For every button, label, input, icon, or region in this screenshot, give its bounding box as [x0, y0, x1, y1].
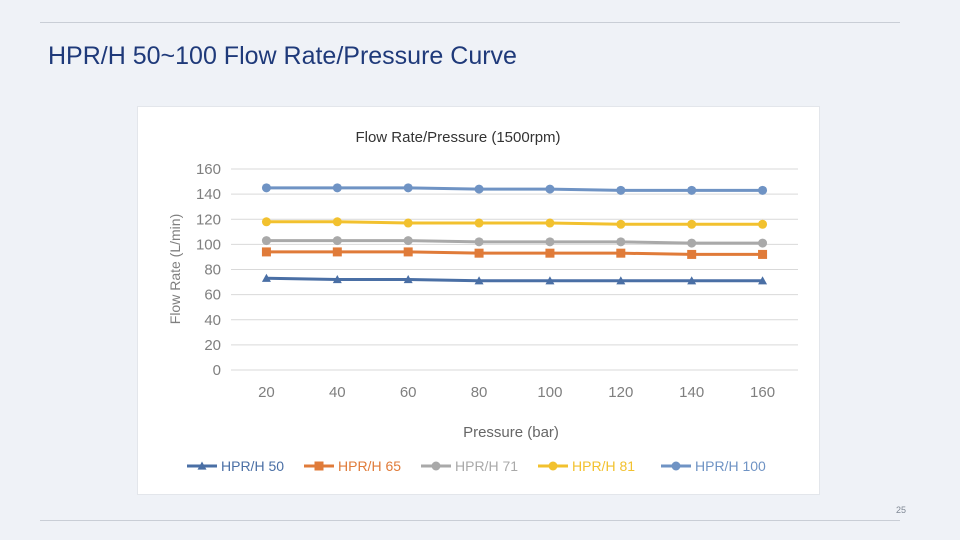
y-tick-label: 0 [213, 362, 221, 379]
data-point [403, 275, 413, 284]
x-tick-label: 60 [400, 384, 417, 401]
y-tick-label: 20 [204, 337, 221, 354]
y-tick-label: 140 [196, 186, 221, 203]
data-point [332, 275, 342, 284]
y-axis-ticks: 0 20 40 60 80 100 120 140 160 [196, 161, 221, 379]
chart-title: Flow Rate/Pressure (1500rpm) [355, 129, 560, 146]
data-point [616, 219, 626, 229]
legend-label: HPR/H 71 [455, 458, 518, 474]
y-tick-label: 40 [204, 312, 221, 329]
x-tick-label: 20 [258, 384, 275, 401]
data-point [687, 276, 697, 285]
legend-label: HPR/H 65 [338, 458, 401, 474]
legend-swatch-marker [431, 461, 441, 471]
data-point [687, 185, 697, 195]
data-point [403, 236, 413, 246]
legend-label: HPR/H 100 [695, 458, 766, 474]
x-tick-label: 100 [537, 384, 562, 401]
y-tick-label: 100 [196, 236, 221, 253]
data-point [545, 184, 555, 194]
legend-swatch-marker [314, 461, 324, 471]
data-point [545, 248, 555, 258]
data-point [687, 238, 697, 248]
y-tick-label: 60 [204, 287, 221, 304]
x-tick-label: 120 [608, 384, 633, 401]
series-line [266, 250, 763, 256]
y-tick-label: 120 [196, 211, 221, 228]
gridlines [231, 168, 798, 371]
x-axis-ticks: 20 40 60 80 100 120 140 160 [258, 384, 775, 401]
x-tick-label: 160 [750, 384, 775, 401]
bottom-divider [40, 520, 900, 521]
chart-legend: HPR/H 50 HPR/H 65 HPR/H 71 HPR/H 81 HPR/H 10… [187, 458, 766, 474]
slide-title: HPR/H 50~100 Flow Rate/Pressure Curve [48, 42, 517, 70]
data-point [758, 238, 768, 248]
y-tick-label: 80 [204, 262, 221, 279]
data-point [332, 217, 342, 227]
data-point [261, 183, 271, 193]
data-point [758, 276, 768, 285]
series-line [266, 276, 763, 283]
data-point [758, 185, 768, 195]
series-line [266, 239, 763, 245]
page-number: 25 [896, 505, 907, 515]
legend-swatch-marker [671, 461, 681, 471]
data-point [616, 185, 626, 195]
data-point [403, 218, 413, 228]
chart-card: Flow Rate/Pressure (1500rpm) 0 20 40 60 80 10… [137, 106, 820, 495]
data-point [474, 184, 484, 194]
legend-label: HPR/H 50 [221, 458, 284, 474]
data-point [403, 183, 413, 193]
data-point [687, 219, 697, 229]
data-point [261, 217, 271, 227]
data-point [616, 248, 626, 258]
data-point [616, 237, 626, 247]
data-point [545, 237, 555, 247]
legend-label: HPR/H 81 [572, 458, 635, 474]
data-point [332, 236, 342, 246]
flow-rate-pressure-chart: Flow Rate/Pressure (1500rpm) 0 20 40 60 80 10… [167, 129, 798, 474]
data-point [545, 218, 555, 228]
x-tick-label: 80 [471, 384, 488, 401]
series-line [266, 186, 763, 192]
y-tick-label: 160 [196, 161, 221, 178]
data-point [474, 248, 484, 258]
top-divider [40, 22, 900, 23]
series-lines [261, 183, 768, 285]
series-line [266, 220, 763, 226]
legend-swatch-marker [548, 461, 558, 471]
data-point [261, 247, 271, 257]
x-tick-label: 40 [329, 384, 346, 401]
data-point [687, 249, 697, 259]
y-axis-label: Flow Rate (L/min) [167, 214, 183, 324]
data-point [332, 183, 342, 193]
data-point [403, 247, 413, 257]
data-point [474, 276, 484, 285]
data-point [332, 247, 342, 257]
data-point [545, 276, 555, 285]
x-axis-label: Pressure (bar) [463, 424, 559, 441]
data-point [616, 276, 626, 285]
data-point [758, 219, 768, 229]
data-point [758, 249, 768, 259]
x-tick-label: 140 [679, 384, 704, 401]
data-point [261, 273, 271, 282]
data-point [474, 218, 484, 228]
legend-swatch-marker [197, 461, 207, 470]
data-point [261, 236, 271, 246]
data-point [474, 237, 484, 247]
